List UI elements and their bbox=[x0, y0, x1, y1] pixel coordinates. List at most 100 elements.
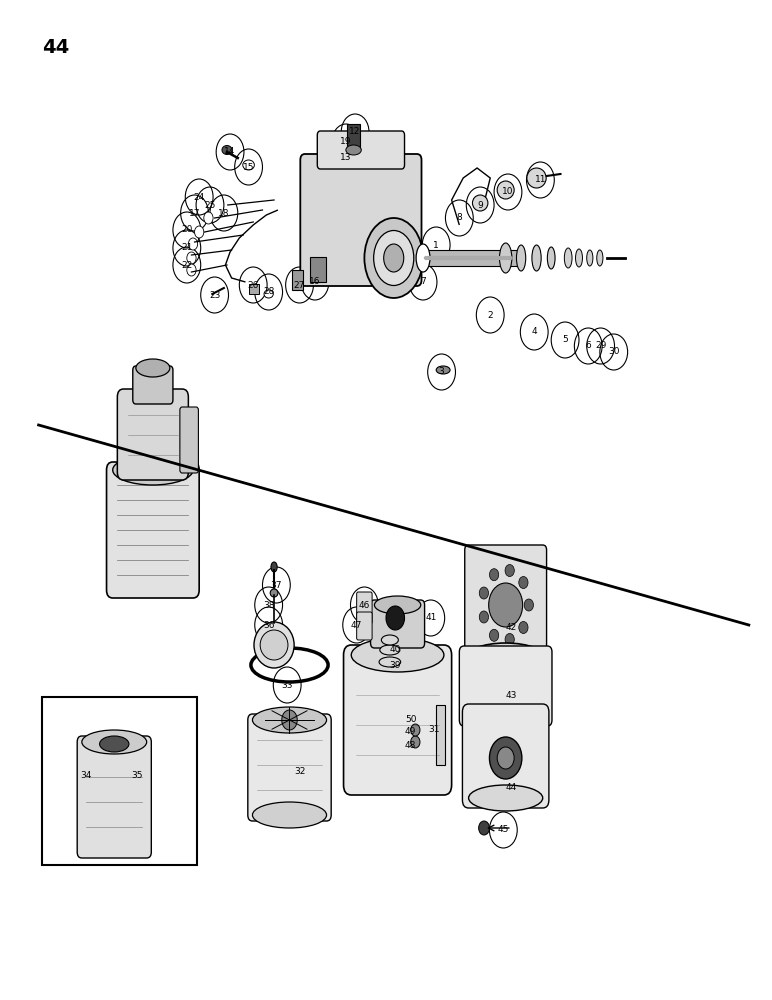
Ellipse shape bbox=[222, 145, 232, 154]
Circle shape bbox=[187, 264, 196, 276]
Circle shape bbox=[188, 238, 198, 250]
Text: 7: 7 bbox=[420, 277, 426, 286]
Ellipse shape bbox=[271, 562, 277, 572]
Ellipse shape bbox=[379, 657, 401, 667]
Text: 47: 47 bbox=[351, 620, 362, 630]
Ellipse shape bbox=[264, 290, 273, 298]
Ellipse shape bbox=[597, 250, 603, 266]
Ellipse shape bbox=[374, 596, 421, 614]
Ellipse shape bbox=[364, 218, 423, 298]
FancyBboxPatch shape bbox=[300, 154, 422, 286]
Text: 16: 16 bbox=[310, 277, 320, 286]
Ellipse shape bbox=[472, 195, 488, 211]
Bar bbox=[436, 705, 445, 765]
Circle shape bbox=[479, 611, 489, 623]
Text: 8: 8 bbox=[456, 214, 462, 223]
Circle shape bbox=[479, 587, 489, 599]
Text: 37: 37 bbox=[271, 580, 282, 589]
Bar bbox=[249, 284, 259, 294]
Ellipse shape bbox=[532, 245, 541, 271]
FancyBboxPatch shape bbox=[344, 645, 452, 795]
Ellipse shape bbox=[527, 168, 546, 188]
Text: 24: 24 bbox=[194, 192, 205, 202]
Text: 30: 30 bbox=[608, 348, 619, 357]
Text: 9: 9 bbox=[477, 200, 483, 210]
Text: 11: 11 bbox=[535, 176, 546, 184]
FancyBboxPatch shape bbox=[117, 389, 188, 480]
Ellipse shape bbox=[346, 145, 361, 155]
Bar bbox=[310, 257, 326, 282]
FancyBboxPatch shape bbox=[77, 736, 151, 858]
Ellipse shape bbox=[242, 160, 254, 170]
Text: 38: 38 bbox=[263, 600, 274, 609]
Text: 18: 18 bbox=[218, 209, 229, 218]
Circle shape bbox=[411, 736, 420, 748]
Text: 21: 21 bbox=[181, 243, 192, 252]
Ellipse shape bbox=[351, 638, 444, 672]
Text: 20: 20 bbox=[181, 226, 192, 234]
Circle shape bbox=[505, 633, 514, 645]
Circle shape bbox=[187, 252, 196, 264]
Circle shape bbox=[489, 569, 499, 581]
Ellipse shape bbox=[136, 359, 170, 377]
Text: 6: 6 bbox=[585, 342, 591, 351]
Text: 13: 13 bbox=[340, 152, 351, 161]
Ellipse shape bbox=[497, 181, 514, 199]
Ellipse shape bbox=[416, 244, 430, 272]
Ellipse shape bbox=[380, 645, 400, 655]
Ellipse shape bbox=[463, 643, 548, 677]
Text: 44: 44 bbox=[42, 38, 69, 57]
Text: 43: 43 bbox=[506, 690, 516, 700]
Ellipse shape bbox=[374, 231, 414, 286]
Circle shape bbox=[282, 710, 297, 730]
Text: 25: 25 bbox=[205, 200, 215, 210]
Ellipse shape bbox=[575, 249, 582, 267]
Circle shape bbox=[195, 226, 204, 238]
Ellipse shape bbox=[381, 635, 398, 645]
Ellipse shape bbox=[499, 243, 512, 273]
Text: 31: 31 bbox=[428, 726, 439, 734]
Ellipse shape bbox=[100, 736, 129, 752]
Text: 33: 33 bbox=[282, 680, 293, 690]
Ellipse shape bbox=[384, 244, 404, 272]
Text: 1: 1 bbox=[433, 240, 439, 249]
Text: 40: 40 bbox=[390, 646, 401, 654]
Text: 34: 34 bbox=[81, 770, 92, 780]
Circle shape bbox=[489, 629, 499, 641]
FancyBboxPatch shape bbox=[462, 704, 549, 808]
FancyBboxPatch shape bbox=[248, 714, 331, 821]
Circle shape bbox=[524, 599, 533, 611]
Ellipse shape bbox=[270, 589, 278, 597]
Text: 2: 2 bbox=[487, 310, 493, 320]
Circle shape bbox=[386, 606, 405, 630]
Circle shape bbox=[411, 724, 420, 736]
FancyBboxPatch shape bbox=[371, 600, 425, 648]
Circle shape bbox=[519, 621, 528, 633]
Ellipse shape bbox=[252, 707, 327, 733]
Text: 46: 46 bbox=[359, 600, 370, 609]
Text: 48: 48 bbox=[405, 740, 416, 750]
Text: 32: 32 bbox=[294, 768, 305, 776]
Text: 15: 15 bbox=[243, 162, 254, 172]
Ellipse shape bbox=[260, 630, 288, 660]
Bar bbox=[347, 124, 360, 148]
Text: 17: 17 bbox=[189, 209, 200, 218]
Ellipse shape bbox=[113, 455, 193, 485]
Ellipse shape bbox=[489, 737, 522, 779]
Circle shape bbox=[479, 821, 489, 835]
Text: 28: 28 bbox=[263, 288, 274, 296]
Ellipse shape bbox=[587, 250, 593, 266]
Ellipse shape bbox=[547, 247, 555, 269]
Bar bbox=[292, 270, 303, 290]
FancyBboxPatch shape bbox=[465, 545, 547, 665]
Text: 41: 41 bbox=[425, 613, 436, 622]
Ellipse shape bbox=[469, 785, 543, 811]
FancyBboxPatch shape bbox=[357, 612, 372, 640]
FancyBboxPatch shape bbox=[459, 646, 552, 726]
Text: 27: 27 bbox=[294, 280, 305, 290]
Text: 42: 42 bbox=[506, 624, 516, 633]
Text: 12: 12 bbox=[350, 127, 361, 136]
FancyBboxPatch shape bbox=[180, 407, 198, 473]
Text: 49: 49 bbox=[405, 728, 416, 736]
Circle shape bbox=[204, 212, 213, 224]
